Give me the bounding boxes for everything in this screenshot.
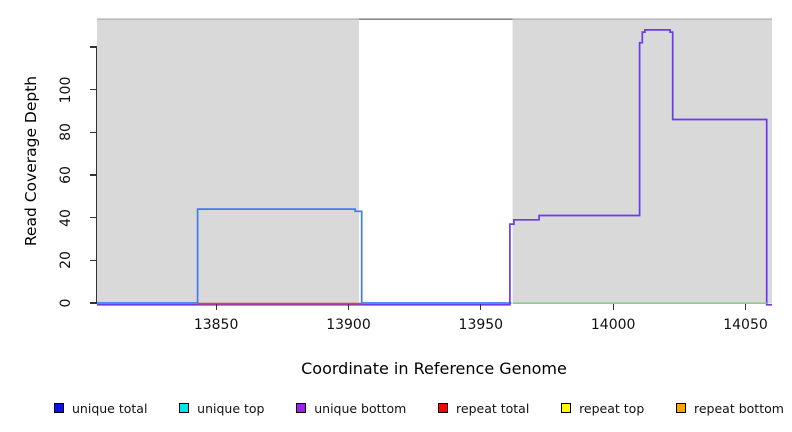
legend-item-unique-top: unique top (179, 401, 264, 416)
y-axis-title: Read Coverage Depth (22, 75, 40, 247)
x-tick-label: 13850 (193, 317, 239, 333)
x-axis-title: Coordinate in Reference Genome (301, 359, 567, 378)
legend-item-repeat-bottom: repeat bottom (676, 401, 784, 416)
plot-area (97, 18, 772, 310)
y-tick-label: 40 (58, 208, 74, 227)
y-tick-label: 20 (58, 251, 74, 270)
x-tick-mark (347, 304, 350, 310)
chart-legend: unique total unique top unique bottom repea… (54, 398, 784, 418)
y-tick-mark (90, 89, 97, 91)
legend-swatch-icon (438, 403, 449, 413)
legend-label: unique total (72, 400, 148, 416)
shaded-region-right (512, 19, 772, 304)
y-tick-mark (90, 259, 97, 261)
x-tick-label: 14000 (590, 317, 636, 333)
legend-swatch-icon (561, 403, 572, 413)
y-tick-mark (90, 302, 97, 304)
x-tick-mark (215, 304, 217, 310)
legend-swatch-icon (179, 403, 190, 413)
x-tick-mark (744, 304, 747, 310)
legend-label: repeat total (456, 400, 530, 416)
series-unique_total (97, 208, 512, 304)
legend-item-repeat-top: repeat top (561, 401, 644, 416)
y-tick-label: 100 (58, 76, 74, 104)
x-tick-mark (480, 304, 482, 310)
x-tick-label: 14050 (723, 317, 768, 333)
y-tick-mark (90, 174, 97, 176)
y-tick-label: 60 (58, 166, 74, 184)
y-tick-mark (90, 217, 97, 219)
x-tick-label: 13900 (326, 317, 371, 333)
x-tick-label: 13950 (458, 317, 504, 333)
legend-item-repeat-total: repeat total (438, 401, 529, 416)
legend-label: repeat bottom (694, 400, 784, 416)
legend-item-unique-bottom: unique bottom (296, 401, 406, 416)
legend-label: unique bottom (314, 400, 407, 416)
x-tick-mark (612, 304, 614, 310)
legend-swatch-icon (676, 403, 686, 413)
legend-item-unique-total: unique total (54, 401, 147, 416)
legend-label: unique top (197, 400, 265, 416)
series-unique_bottom (97, 29, 772, 306)
y-tick-label: 80 (58, 123, 74, 142)
legend-label: repeat top (579, 400, 645, 416)
y-tick-label: 0 (58, 298, 74, 308)
y-tick-mark (90, 131, 97, 133)
legend-swatch-icon (54, 403, 64, 413)
y-tick-mark (90, 46, 97, 48)
legend-swatch-icon (296, 403, 307, 413)
coverage-chart (97, 18, 772, 306)
shaded-region-left (97, 19, 360, 304)
